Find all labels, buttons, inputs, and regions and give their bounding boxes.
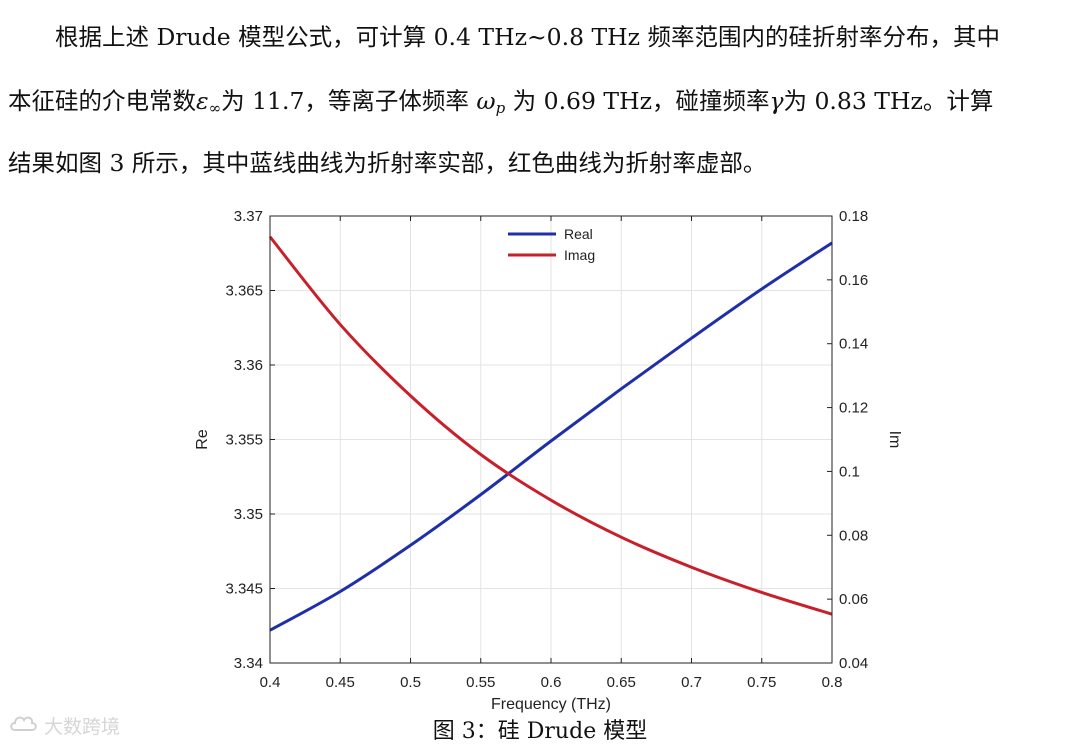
figure-caption: 图 3：硅 Drude 模型 (432, 719, 648, 744)
y-right-tick-label: 0.12 (839, 400, 868, 417)
y-right-tick-label: 0.14 (839, 336, 868, 353)
line2-text-d: 为 0.83 THz。计算 (783, 87, 994, 115)
x-tick-label: 0.75 (747, 674, 776, 691)
paragraph-line-2: 本征硅的介电常数ε∞为 11.7，等离子体频率 ωp 为 0.69 THz，碰撞… (8, 86, 1072, 123)
epsilon-symbol: ε (196, 87, 209, 115)
p-subscript: p (495, 99, 506, 117)
line2-text-b: 为 11.7，等离子体频率 (221, 87, 477, 115)
x-tick-label: 0.4 (260, 674, 281, 691)
cloud-logo-icon (8, 712, 38, 739)
y-left-tick-label: 3.345 (225, 581, 263, 598)
line2-text-c: 为 0.69 THz，碰撞频率 (505, 87, 770, 115)
watermark: 大数跨境 (8, 712, 120, 739)
watermark-text: 大数跨境 (44, 716, 121, 738)
y-right-tick-label: 0.18 (839, 208, 868, 225)
y-right-tick-label: 0.04 (839, 655, 868, 672)
line2-text-a: 本征硅的介电常数 (8, 87, 196, 115)
y-left-tick-label: 3.37 (234, 208, 263, 225)
x-tick-label: 0.65 (607, 674, 636, 691)
x-tick-label: 0.6 (541, 674, 562, 691)
legend: Real Imag (508, 226, 595, 263)
gamma-symbol: γ (769, 87, 784, 115)
y-right-tick-label: 0.1 (839, 463, 860, 480)
x-axis-label: Frequency (THz) (491, 696, 611, 713)
x-tick-label: 0.45 (326, 674, 355, 691)
y-axis-label-left: Re (194, 429, 211, 450)
y-left-tick-label: 3.35 (234, 506, 263, 523)
y-left-tick-label: 3.355 (225, 432, 263, 449)
infinity-subscript: ∞ (208, 99, 222, 117)
series-imag-line (268, 235, 833, 616)
y-axis-label-right: Im (886, 431, 903, 449)
legend-label-imag: Imag (564, 247, 595, 263)
x-tick-label: 0.55 (466, 674, 495, 691)
epsilon-inf-symbol: ε∞ (196, 87, 222, 117)
legend-label-real: Real (564, 226, 593, 242)
series-real-line (269, 241, 833, 632)
y-left-tick-label: 3.34 (234, 655, 263, 672)
paragraph-line-3: 结果如图 3 所示，其中蓝线曲线为折射率实部，红色曲线为折射率虚部。 (8, 149, 767, 177)
y-right-tick-label: 0.08 (839, 527, 868, 544)
paragraph-line-1: 根据上述 Drude 模型公式，可计算 0.4 THz~0.8 THz 频率范围… (8, 23, 1001, 51)
omega-symbol: ω (476, 87, 496, 115)
x-tick-label: 0.8 (822, 674, 843, 691)
y-left-tick-label: 3.365 (225, 283, 263, 300)
y-right-tick-label: 0.16 (839, 272, 868, 289)
x-tick-label: 0.5 (400, 674, 421, 691)
x-tick-label: 0.7 (681, 674, 702, 691)
omega-p-symbol: ωp (476, 87, 506, 117)
y-left-tick-label: 3.36 (234, 357, 263, 374)
tick-layer: 0.4 0.45 0.5 0.55 0.6 0.65 0.7 0.75 0.8 3.34 3.345… (225, 208, 868, 691)
y-right-tick-label: 0.06 (839, 591, 868, 608)
series-layer (268, 235, 833, 632)
